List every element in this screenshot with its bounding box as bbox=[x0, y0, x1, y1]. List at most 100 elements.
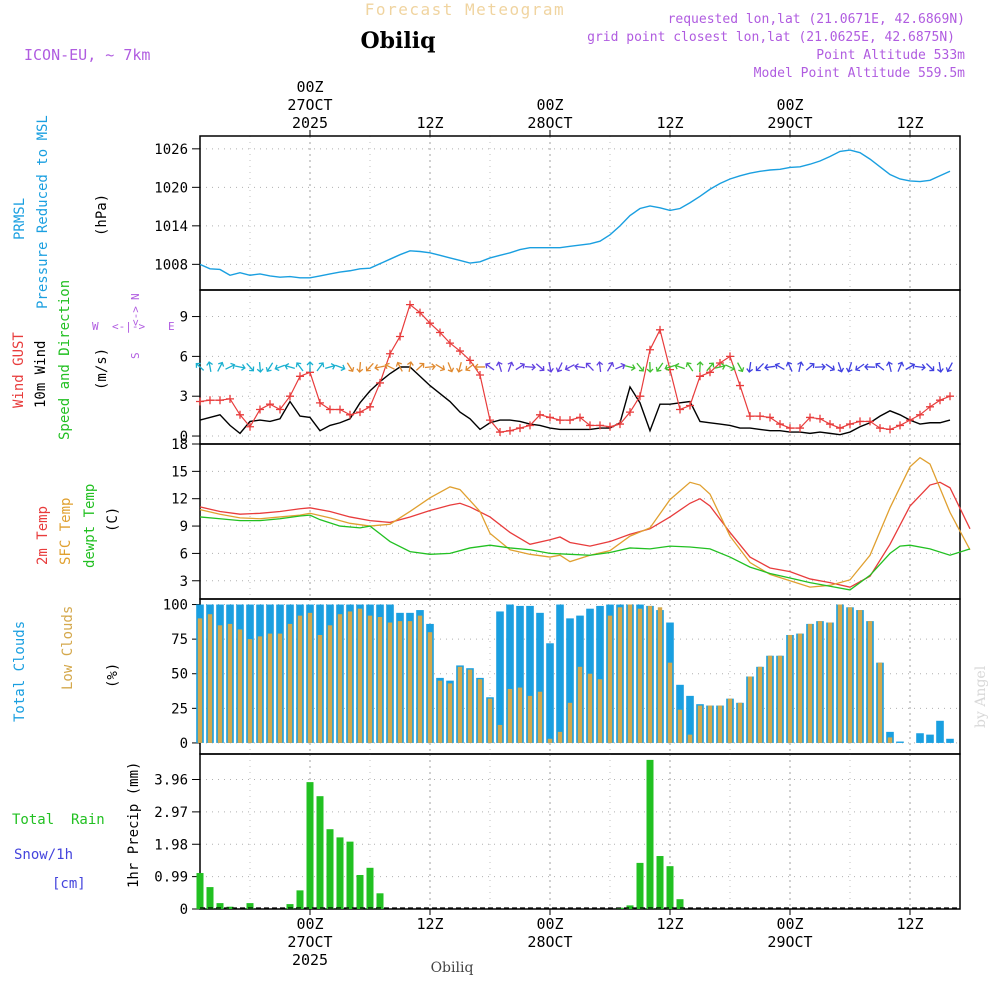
wind-direction-arrow bbox=[674, 362, 685, 370]
wind-direction-arrow bbox=[274, 364, 285, 372]
wind-direction-arrow bbox=[755, 363, 764, 372]
wind-direction-arrow bbox=[897, 361, 905, 372]
total-cloud-bar bbox=[886, 731, 894, 743]
wind-label-3: Speed and Direction bbox=[57, 280, 73, 440]
precip-bar bbox=[366, 867, 374, 909]
wind-gust-marker bbox=[546, 413, 554, 422]
pressure-ytick-label: 1014 bbox=[154, 219, 188, 235]
watermark: by Angel bbox=[973, 665, 989, 728]
low-cloud-bar bbox=[787, 634, 793, 743]
low-cloud-bar bbox=[547, 738, 553, 743]
low-cloud-bar bbox=[467, 669, 473, 743]
time-label-top: 12Z bbox=[656, 114, 683, 132]
precip-ytick-label: 2.97 bbox=[154, 805, 188, 821]
wind-gust-marker bbox=[286, 392, 294, 401]
low-cloud-bar bbox=[877, 662, 883, 743]
wind-direction-arrow bbox=[465, 363, 475, 372]
wind-direction-arrow bbox=[646, 361, 654, 373]
time-label-bottom: 27OCT bbox=[287, 933, 332, 951]
temp-ytick-label: 9 bbox=[180, 519, 188, 535]
clouds-ytick-label: 50 bbox=[171, 667, 188, 683]
low-cloud-bar bbox=[357, 608, 363, 743]
compass-we-arrow: <-|-> bbox=[112, 320, 145, 333]
time-label-bottom: 00Z bbox=[536, 915, 563, 933]
wind-direction-arrow bbox=[515, 362, 525, 371]
low-cloud-bar bbox=[747, 676, 753, 743]
low-cloud-bar bbox=[367, 615, 373, 743]
pressure-panel bbox=[192, 135, 961, 291]
wind-gust-marker bbox=[266, 400, 274, 409]
temp-dewpt-line bbox=[199, 514, 971, 591]
clouds-unit: (%) bbox=[105, 663, 121, 688]
wind-gust-marker bbox=[256, 405, 264, 414]
wind-gust-marker bbox=[646, 345, 654, 354]
wind-direction-arrow bbox=[837, 362, 845, 373]
temp-ytick-label: 3 bbox=[180, 574, 188, 590]
low-cloud-bar bbox=[557, 731, 563, 743]
wind-gust-marker bbox=[716, 359, 724, 368]
wind-direction-arrow bbox=[284, 362, 295, 370]
wind-speed-line bbox=[199, 366, 951, 436]
model-name: ICON-EU, ~ 7km bbox=[24, 46, 150, 64]
wind-gust-marker bbox=[756, 412, 764, 421]
time-label-top: 28OCT bbox=[527, 114, 572, 132]
total-cloud-bar bbox=[946, 738, 954, 743]
low-cloud-bar bbox=[727, 698, 733, 743]
total-cloud-bar bbox=[926, 734, 934, 743]
wind-label-2: 10m Wind bbox=[33, 341, 49, 408]
pressure-label-1: PRMSL bbox=[12, 198, 28, 240]
footer-location: Obiliq bbox=[431, 960, 474, 976]
wind-direction-arrow bbox=[217, 361, 225, 372]
wind-direction-arrow bbox=[855, 363, 865, 372]
total-cloud-bar bbox=[916, 733, 924, 743]
wind-gust-marker bbox=[496, 428, 504, 437]
wind-direction-arrow bbox=[316, 362, 325, 372]
precip-bar bbox=[286, 904, 294, 909]
wind-direction-arrow bbox=[346, 362, 355, 373]
wind-direction-arrow bbox=[925, 363, 935, 372]
low-cloud-bar bbox=[457, 666, 463, 743]
wind-direction-arrow bbox=[295, 362, 304, 372]
low-cloud-bar bbox=[797, 633, 803, 743]
precip-bar bbox=[246, 903, 254, 909]
precip-bar bbox=[196, 873, 204, 909]
wind-gust-marker bbox=[276, 405, 284, 414]
wind-direction-arrow bbox=[864, 363, 876, 371]
low-cloud-bar bbox=[327, 625, 333, 743]
low-cloud-bar bbox=[567, 702, 573, 743]
wind-direction-arrow bbox=[246, 362, 255, 372]
wind-gust-marker bbox=[776, 420, 784, 429]
wind-gust-marker bbox=[376, 378, 384, 387]
wind-direction-arrow bbox=[495, 361, 503, 372]
wind-gust-marker bbox=[656, 325, 664, 334]
wind-direction-arrow bbox=[785, 361, 793, 372]
pressure-label-2: Pressure Reduced to MSL bbox=[35, 115, 51, 309]
total-cloud-bar bbox=[526, 605, 534, 743]
wind-direction-arrow bbox=[234, 364, 246, 371]
total-cloud-bar bbox=[506, 604, 514, 743]
wind-gust-marker bbox=[786, 424, 794, 433]
low-cloud-bar bbox=[827, 622, 833, 743]
temp-label-2: SFC Temp bbox=[58, 498, 74, 565]
wind-gust-marker bbox=[336, 405, 344, 414]
wind-gust-marker bbox=[486, 416, 494, 425]
wind-gust-marker bbox=[416, 308, 424, 317]
low-cloud-bar bbox=[717, 705, 723, 743]
precip-ytick-label: 0 bbox=[180, 902, 188, 918]
low-cloud-bar bbox=[417, 615, 423, 743]
low-cloud-bar bbox=[707, 705, 713, 743]
wind-direction-arrow bbox=[797, 361, 804, 373]
total-cloud-bar bbox=[596, 605, 604, 743]
low-cloud-bar bbox=[607, 615, 613, 743]
wind-gust-marker bbox=[396, 332, 404, 341]
wind-gust-marker bbox=[796, 424, 804, 433]
precip-bar bbox=[356, 874, 364, 909]
low-cloud-bar bbox=[577, 666, 583, 743]
wind-gust-marker bbox=[586, 421, 594, 430]
low-cloud-bar bbox=[397, 621, 403, 743]
wind-direction-arrow bbox=[555, 362, 563, 373]
low-cloud-bar bbox=[387, 622, 393, 743]
low-cloud-bar bbox=[297, 615, 303, 743]
precip-bar bbox=[316, 796, 324, 909]
